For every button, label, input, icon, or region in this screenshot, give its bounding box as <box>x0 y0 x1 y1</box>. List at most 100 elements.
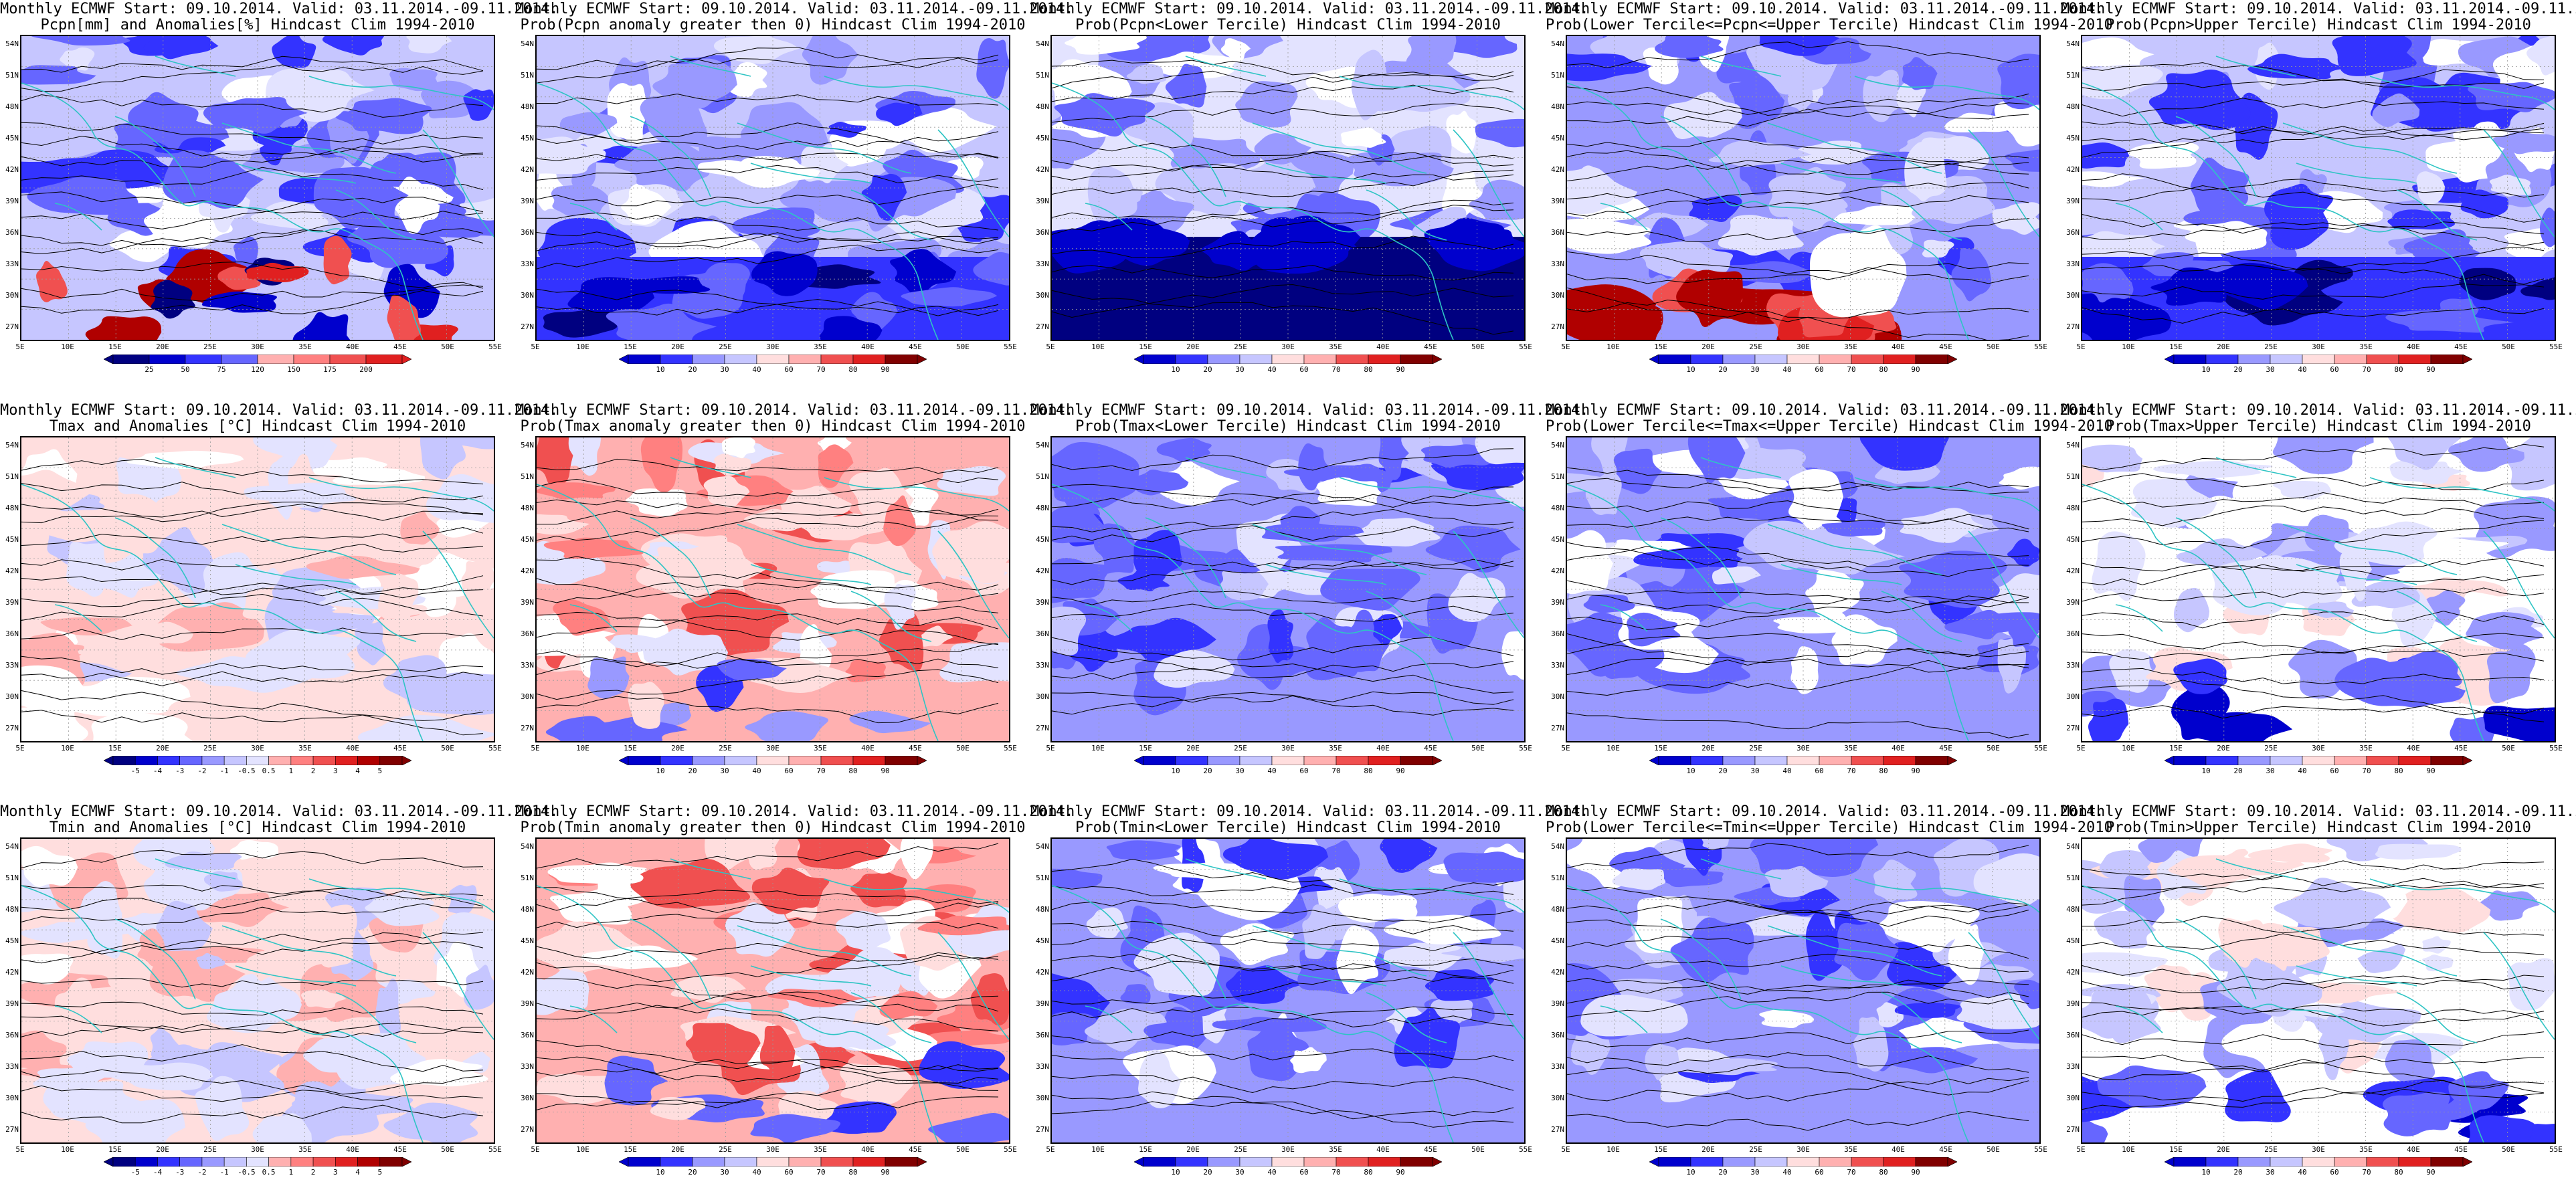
latitude-label: 54N <box>521 39 534 48</box>
field-blob <box>713 36 800 64</box>
colorbar-arrow-low <box>619 1157 629 1167</box>
field-blob <box>800 513 887 540</box>
colorbar-swatch <box>335 1157 358 1167</box>
colorbar-swatch <box>2398 355 2431 364</box>
coastline <box>2082 484 2484 741</box>
field-blob <box>2460 189 2509 219</box>
field-blob <box>390 1059 488 1087</box>
latitude-label: 48N <box>2066 102 2080 111</box>
field-blob <box>1475 437 1524 465</box>
coastline <box>1700 858 1782 880</box>
field-blob <box>322 36 384 56</box>
colorbar-swatch <box>357 756 381 765</box>
contour-line <box>537 515 999 541</box>
field-blob <box>2389 458 2464 485</box>
colorbar-svg <box>619 355 927 364</box>
field-blob <box>1639 241 1734 278</box>
contour-line <box>1052 884 1514 896</box>
latitude-label: 42N <box>5 567 19 575</box>
field-blob <box>74 985 153 1017</box>
longitude-label: 20E <box>671 342 684 351</box>
colorbar-tick-label: 10 <box>656 365 665 374</box>
longitude-label: 40E <box>1892 744 1905 752</box>
map-area <box>2081 436 2556 742</box>
latitude-label: 48N <box>1036 504 1049 512</box>
field-blob <box>233 236 258 266</box>
field-blob <box>537 482 616 500</box>
panel-title-line1: Monthly ECMWF Start: 09.10.2014. Valid: … <box>515 803 1074 820</box>
contour-line <box>1567 262 2029 284</box>
contour-line <box>21 197 484 229</box>
contour-line <box>21 1085 484 1102</box>
field-blob <box>1126 64 1167 84</box>
coastline <box>1339 878 1524 913</box>
contour-line <box>21 122 484 144</box>
field-blob <box>1052 868 1103 888</box>
colorbar-swatch <box>312 1157 336 1167</box>
colorbar-tick-label: -1 <box>219 1168 229 1177</box>
colorbar-tick-label: 30 <box>1750 1168 1760 1177</box>
colorbar-swatch <box>2173 1157 2207 1167</box>
colorbar-swatch <box>724 1157 757 1167</box>
contour-line <box>2082 1002 2545 1027</box>
field-blob <box>130 621 193 645</box>
contour-line <box>537 669 999 700</box>
field-blob <box>1819 607 1847 630</box>
contour-line <box>2082 443 2545 470</box>
coastline <box>2396 992 2478 1043</box>
longitude-label: 15E <box>1654 744 1667 752</box>
field-blob <box>2382 1092 2460 1136</box>
colorbar-arrow-high <box>401 355 411 364</box>
contour-line <box>537 556 999 603</box>
latitude-label: 51N <box>521 874 534 882</box>
field-blob <box>604 1056 668 1106</box>
field-blob <box>347 215 449 268</box>
coastline <box>1265 965 1387 987</box>
colorbar-swatch <box>2205 355 2239 364</box>
coastline <box>537 82 939 340</box>
latitude-label: 27N <box>1036 724 1049 732</box>
colorbar-swatch <box>112 756 136 765</box>
latitude-label: 30N <box>5 692 19 701</box>
latitude-label: 48N <box>521 102 534 111</box>
colorbar-tick-label: 90 <box>1911 1168 1920 1177</box>
colorbar-swatch <box>1786 1157 1820 1167</box>
contour-line <box>537 955 999 983</box>
longitude-label: 55E <box>1519 744 1532 752</box>
latitude-label: 42N <box>2066 968 2080 977</box>
longitude-label: 50E <box>1987 1145 2000 1154</box>
field-blob <box>826 121 866 138</box>
field-blob <box>2247 54 2349 80</box>
contour-line <box>21 1015 483 1038</box>
colorbar <box>619 1157 927 1167</box>
field-blob <box>1634 896 1683 954</box>
coastline <box>2175 517 2257 599</box>
longitude-label: 20E <box>156 744 169 752</box>
longitude-label: 5E <box>1046 744 1055 752</box>
field-blob <box>537 136 606 175</box>
longitude-label: 20E <box>1186 744 1200 752</box>
contour-line <box>21 261 484 289</box>
colorbar-svg <box>1134 1157 1442 1167</box>
field-blob <box>2334 521 2437 566</box>
field-blob <box>1580 995 1688 1037</box>
map-svg <box>1052 36 1524 340</box>
longitude-label: 10E <box>61 744 74 752</box>
contour-line <box>537 890 999 911</box>
field-blob <box>206 973 302 1033</box>
longitude-label: 45E <box>1424 744 1437 752</box>
longitude-label: 30E <box>1797 1145 1810 1154</box>
contour-line <box>21 671 484 686</box>
colorbar-arrow-high <box>917 355 927 364</box>
colorbar-tick-label: -2 <box>197 767 207 775</box>
field-blob <box>1833 205 1916 225</box>
map-svg <box>1052 437 1524 741</box>
contour-line <box>2082 965 2545 992</box>
contour-line <box>21 932 484 964</box>
contour-line <box>21 977 484 988</box>
colorbar-swatch <box>1915 1157 1948 1167</box>
longitude-label: 20E <box>1186 342 1200 351</box>
field-blob <box>848 468 915 532</box>
latitude-label: 48N <box>1551 102 1564 111</box>
contour-line <box>1052 284 1514 318</box>
